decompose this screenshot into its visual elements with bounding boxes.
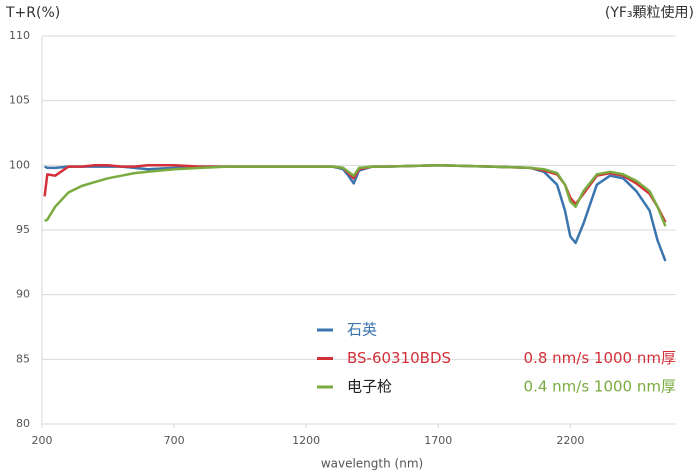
y-tick-label: 80 (16, 417, 30, 430)
y-tick-label: 100 (9, 158, 30, 171)
series-line (44, 164, 667, 262)
legend-label: BS-60310BDS (347, 349, 451, 367)
legend-label: 电子枪 (347, 378, 392, 396)
x-tick-label: 200 (32, 434, 53, 447)
series-line (44, 164, 667, 227)
x-axis-title: wavelength (nm) (321, 457, 423, 471)
y-axis-title: T+R(%) (5, 5, 60, 21)
x-tick-label: 700 (164, 434, 185, 447)
legend-note: 0.4 nm/s 1000 nm厚 (524, 378, 676, 396)
y-tick-label: 105 (9, 94, 30, 107)
y-tick-label: 90 (16, 288, 30, 301)
legend-label: 石英 (347, 321, 377, 339)
x-tick-label: 1200 (292, 434, 320, 447)
y-tick-label: 110 (9, 29, 30, 42)
legend-note: 0.8 nm/s 1000 nm厚 (524, 349, 676, 367)
subtitle: (YF₃顆粒使用) (605, 4, 694, 21)
x-tick-label: 1700 (424, 434, 452, 447)
y-tick-label: 85 (16, 352, 30, 365)
y-tick-label: 95 (16, 223, 30, 236)
x-tick-label: 2200 (556, 434, 584, 447)
